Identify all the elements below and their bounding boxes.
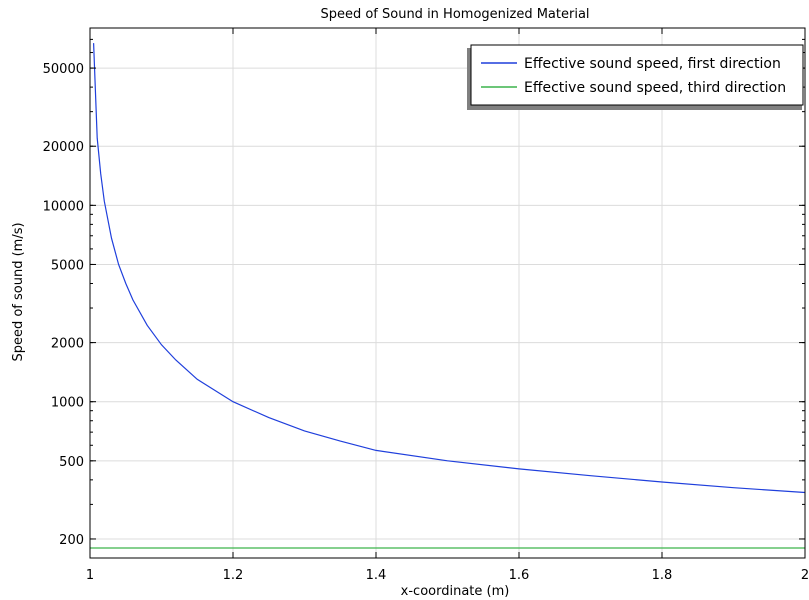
legend-label-2: Effective sound speed, third direction bbox=[524, 80, 786, 96]
y-tick-label: 200 bbox=[59, 533, 84, 548]
legend-label-1: Effective sound speed, first direction bbox=[524, 56, 781, 72]
chart-title: Speed of Sound in Homogenized Material bbox=[320, 7, 589, 22]
x-tick-label: 1.2 bbox=[223, 568, 244, 583]
x-tick-label: 2 bbox=[801, 568, 809, 583]
series-line-1 bbox=[93, 43, 806, 494]
y-tick-label: 10000 bbox=[43, 199, 84, 214]
x-tick-label: 1.8 bbox=[652, 568, 673, 583]
plot-area-frame bbox=[89, 27, 806, 559]
x-tick-label: 1.4 bbox=[366, 568, 387, 583]
y-tick-label: 50000 bbox=[43, 62, 84, 77]
y-axis-ticks: 200 500 1000 2000 5000 10000 20000 50000 bbox=[43, 27, 805, 548]
y-tick-label: 20000 bbox=[43, 140, 84, 155]
grid bbox=[89, 28, 806, 558]
x-axis-ticks: 1 1.2 1.4 1.6 1.8 2 bbox=[86, 28, 809, 583]
legend: Effective sound speed, first direction Ef… bbox=[467, 44, 804, 110]
legend-box bbox=[470, 44, 804, 106]
x-axis-title: x-coordinate (m) bbox=[401, 584, 510, 599]
y-axis-title: Speed of sound (m/s) bbox=[11, 222, 26, 361]
legend-entries: Effective sound speed, first direction Ef… bbox=[481, 56, 786, 96]
y-tick-label: 500 bbox=[59, 455, 84, 470]
x-tick-label: 1 bbox=[86, 568, 94, 583]
y-tick-label: 5000 bbox=[51, 258, 84, 273]
x-tick-label: 1.6 bbox=[509, 568, 530, 583]
y-tick-label: 1000 bbox=[51, 396, 84, 411]
series-layer bbox=[90, 43, 806, 549]
y-tick-label: 2000 bbox=[51, 337, 84, 352]
